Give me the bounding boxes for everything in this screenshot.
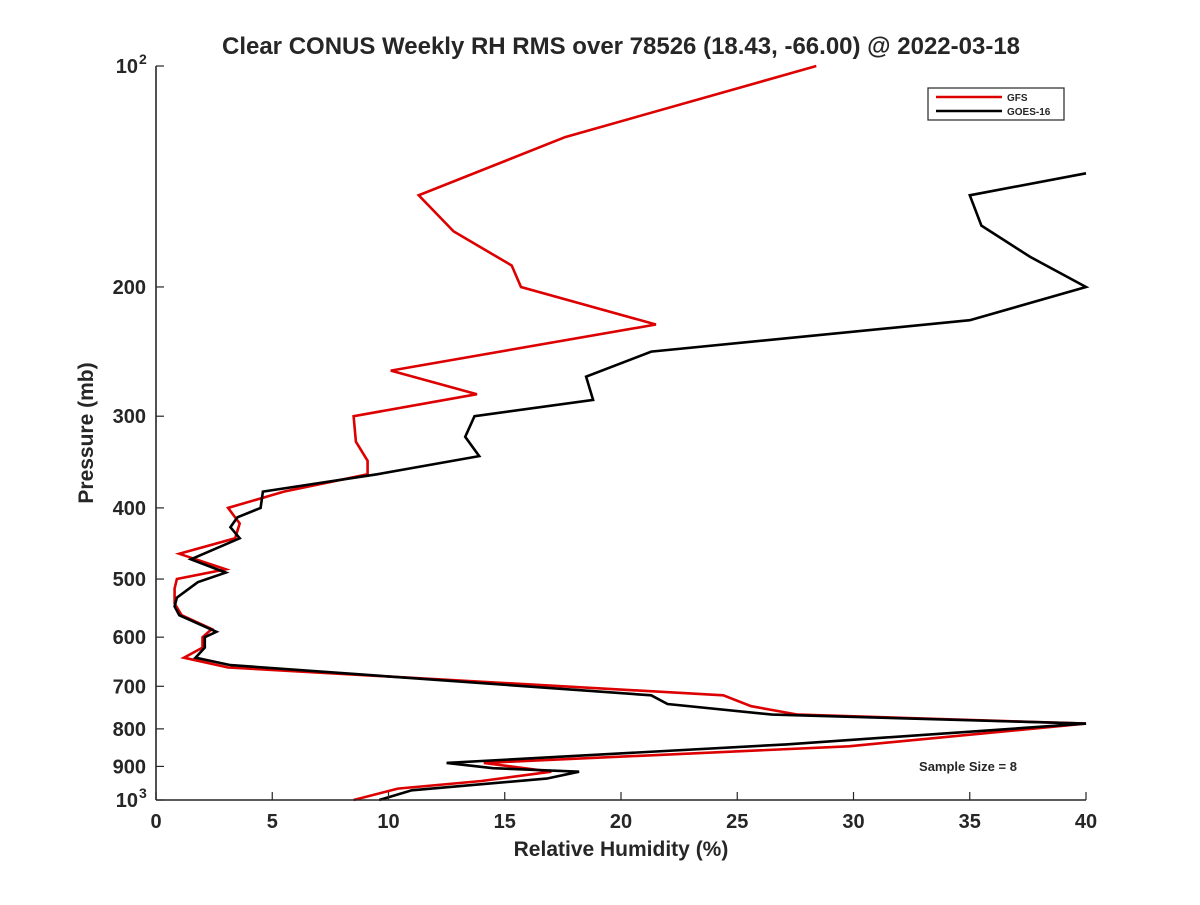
legend-box bbox=[927, 87, 1065, 121]
x-tick-label: 5 bbox=[267, 811, 278, 833]
y-tick-label: 400 bbox=[113, 498, 146, 520]
plot-area: 0 5 10 15 20 25 30 35 40 10 220030040050060070080… bbox=[113, 51, 1098, 833]
y-tick-label: 500 bbox=[113, 569, 146, 591]
axes-box bbox=[156, 66, 1086, 800]
y-tick-exponent: 2 bbox=[139, 51, 147, 67]
legend-label-goes16: GOES-16 bbox=[1007, 107, 1051, 118]
y-axis-label: Pressure (mb) bbox=[75, 362, 98, 503]
x-ticks: 0 5 10 15 20 25 30 35 40 bbox=[150, 792, 1097, 833]
x-tick-label: 10 bbox=[377, 811, 399, 833]
series-layer bbox=[173, 64, 1090, 802]
y-tick-label: 600 bbox=[113, 627, 146, 649]
x-tick-label: 35 bbox=[959, 811, 981, 833]
y-tick-label: 10 bbox=[116, 56, 138, 78]
y-tick-exponent: 3 bbox=[139, 785, 147, 801]
x-tick-label: 20 bbox=[610, 811, 632, 833]
x-tick-label: 15 bbox=[494, 811, 516, 833]
sample-size-annotation: Sample Size = 8 bbox=[919, 759, 1017, 774]
x-tick-label: 40 bbox=[1075, 811, 1097, 833]
y-tick-label: 200 bbox=[113, 277, 146, 299]
y-tick-label: 10 bbox=[116, 790, 138, 812]
y-tick-label: 900 bbox=[113, 756, 146, 778]
y-tick-label: 700 bbox=[113, 676, 146, 698]
x-axis-label: Relative Humidity (%) bbox=[514, 838, 729, 861]
legend: GFS GOES-16 bbox=[927, 87, 1065, 121]
x-tick-label: 25 bbox=[726, 811, 748, 833]
legend-label-gfs: GFS bbox=[1007, 93, 1028, 104]
series-line-goes16 bbox=[173, 172, 1090, 802]
y-tick-label: 800 bbox=[113, 719, 146, 741]
chart-title: Clear CONUS Weekly RH RMS over 78526 (18… bbox=[222, 33, 1020, 60]
x-tick-label: 0 bbox=[150, 811, 161, 833]
x-tick-label: 30 bbox=[842, 811, 864, 833]
y-tick-label: 300 bbox=[113, 406, 146, 428]
